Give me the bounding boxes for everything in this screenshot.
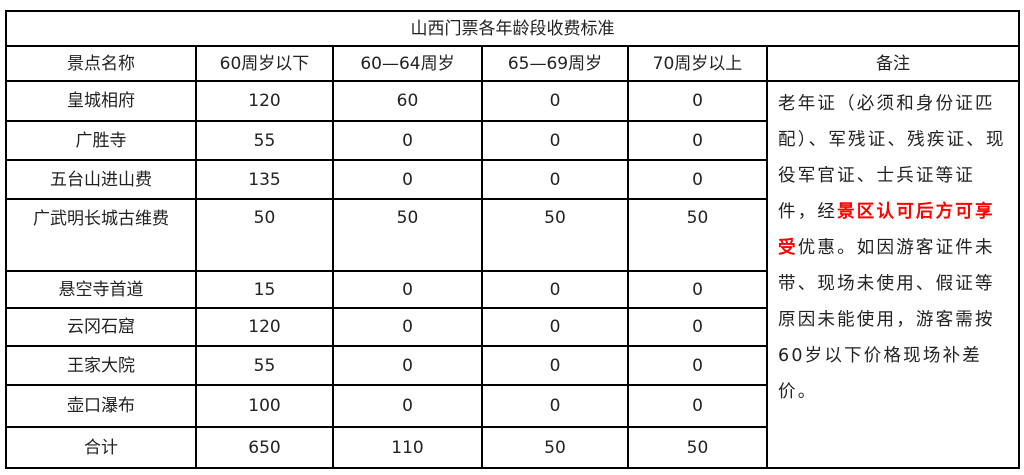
attraction-name: 五台山进山费 (5, 159, 197, 200)
price-cell: 15 (195, 270, 334, 309)
price-cell: 0 (627, 120, 768, 161)
total-cell: 50 (627, 426, 768, 469)
total-cell: 110 (332, 426, 483, 469)
header-cell: 65—69周岁 (481, 45, 629, 82)
price-cell: 50 (195, 198, 334, 272)
attraction-name: 王家大院 (5, 345, 197, 386)
attraction-name: 广胜寺 (5, 120, 197, 161)
price-cell: 0 (332, 384, 483, 428)
header-row: 景点名称 60周岁以下 60—64周岁 65—69周岁 70周岁以上 备注 (5, 45, 1021, 82)
total-cell: 650 (195, 426, 334, 469)
table-title: 山西门票各年龄段收费标准 (4, 10, 1021, 47)
table-row: 五台山进山费 135 0 0 0 (5, 159, 1019, 200)
note-cell: 老年证（必须和身份证匹配）、军残证、残疾证、现役军官证、士兵证等证件，经景区认可… (765, 80, 1021, 469)
table-row: 王家大院 55 0 0 0 (5, 345, 1019, 386)
note-text: 老年证（必须和身份证匹配）、军残证、残疾证、现役军官证、士兵证等证 (778, 94, 1006, 186)
price-cell: 0 (332, 345, 483, 386)
header-cell: 60—64周岁 (332, 45, 483, 82)
attraction-name: 壶口瀑布 (5, 384, 197, 428)
price-cell: 0 (481, 270, 629, 309)
attraction-name: 皇城相府 (5, 80, 197, 122)
price-cell: 0 (481, 384, 629, 428)
header-cell: 70周岁以上 (627, 45, 768, 82)
attraction-name: 云冈石窟 (5, 307, 197, 347)
price-cell: 0 (627, 345, 768, 386)
price-cell: 120 (195, 80, 334, 122)
price-cell: 0 (481, 120, 629, 161)
header-cell: 60周岁以下 (195, 45, 334, 82)
price-cell: 0 (332, 120, 483, 161)
price-cell: 50 (481, 198, 629, 272)
table-row: 广胜寺 55 0 0 0 (5, 120, 1019, 161)
price-cell: 0 (481, 159, 629, 200)
table-row: 云冈石窟 120 0 0 0 (5, 307, 1019, 347)
fee-table: 山西门票各年龄段收费标准 景点名称 60周岁以下 60—64周岁 65—69周岁… (4, 10, 1021, 469)
price-cell: 0 (627, 384, 768, 428)
table-row: 壶口瀑布 100 0 0 0 (5, 384, 1019, 428)
price-cell: 0 (332, 270, 483, 309)
price-cell: 60 (332, 80, 483, 122)
table-row: 悬空寺首道 15 0 0 0 (5, 270, 1019, 309)
attraction-name: 广武明长城古维费 (5, 198, 197, 272)
price-cell: 0 (481, 345, 629, 386)
price-cell: 55 (195, 345, 334, 386)
table-row: 皇城相府 120 60 0 0 老年证（必须和身份证匹配）、军残证、残疾证、现役军官证、士… (5, 80, 1021, 469)
table-row: 广武明长城古维费 50 50 50 50 (5, 198, 1019, 272)
price-cell: 0 (627, 80, 768, 122)
note-text: 优惠。如因游客证件未带、现场未使用、假证等原因未能使用，游客需按60岁以下价格现… (778, 238, 995, 402)
note-highlight: 景区认可后方可享受 (778, 202, 995, 258)
total-cell: 50 (481, 426, 629, 469)
price-cell: 0 (627, 307, 768, 347)
total-row: 合计 650 110 50 50 (5, 426, 1019, 469)
price-cell: 0 (332, 307, 483, 347)
price-cell: 0 (627, 159, 768, 200)
price-cell: 50 (627, 198, 768, 272)
price-cell: 135 (195, 159, 334, 200)
price-cell: 120 (195, 307, 334, 347)
price-cell: 0 (481, 80, 629, 122)
price-cell: 0 (627, 270, 768, 309)
price-cell: 100 (195, 384, 334, 428)
price-cell: 0 (481, 307, 629, 347)
note-text: 件，经 (778, 202, 838, 222)
price-cell: 50 (332, 198, 483, 272)
price-cell: 0 (332, 159, 483, 200)
attraction-name: 悬空寺首道 (5, 270, 197, 309)
price-cell: 55 (195, 120, 334, 161)
total-label: 合计 (5, 426, 197, 469)
header-cell: 景点名称 (5, 45, 197, 82)
header-cell: 备注 (765, 45, 1021, 82)
